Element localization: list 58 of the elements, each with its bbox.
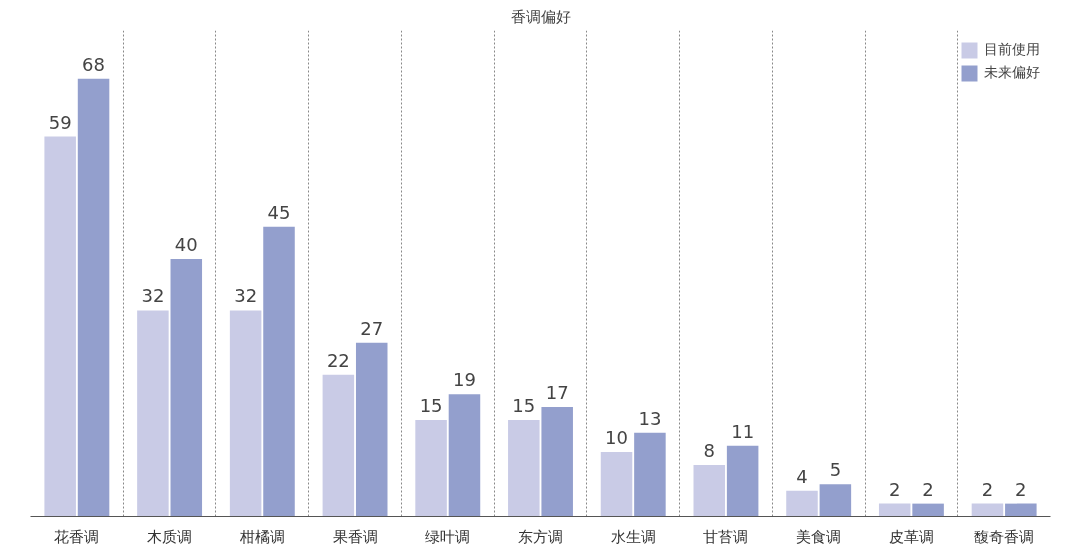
data-label: 17 xyxy=(545,382,569,404)
data-label: 27 xyxy=(360,317,384,339)
x-tick-label: 果香调 xyxy=(332,527,378,546)
data-label: 2 xyxy=(888,478,901,500)
legend-label: 目前使用 xyxy=(984,41,1040,59)
bar xyxy=(786,490,818,517)
data-label: 32 xyxy=(234,285,258,307)
data-label: 22 xyxy=(326,349,350,371)
data-label: 32 xyxy=(141,285,165,307)
bar xyxy=(634,432,666,517)
data-label: 59 xyxy=(48,111,72,133)
bar xyxy=(415,419,447,517)
bar xyxy=(77,78,110,517)
x-tick-label: 水生调 xyxy=(610,527,656,546)
bar xyxy=(819,484,852,517)
bar xyxy=(912,503,944,517)
data-label: 10 xyxy=(605,427,628,449)
x-tick-label: 木质调 xyxy=(147,527,193,546)
x-tick-label: 绿叶调 xyxy=(425,527,471,546)
data-label: 2 xyxy=(922,478,934,500)
bar xyxy=(263,226,295,517)
data-label: 15 xyxy=(419,394,443,416)
bar xyxy=(1005,503,1037,517)
data-label: 8 xyxy=(703,439,715,461)
data-label: 2 xyxy=(981,478,994,500)
chart-title: 香调偏好 xyxy=(510,7,571,26)
bar xyxy=(878,503,911,517)
x-tick-label: 花香调 xyxy=(54,527,100,546)
data-label: 68 xyxy=(82,53,106,75)
data-label: 15 xyxy=(512,394,536,416)
data-label: 2 xyxy=(1015,478,1027,500)
x-tick-label: 美食调 xyxy=(796,527,842,546)
bar xyxy=(448,394,481,517)
bar xyxy=(170,258,203,517)
x-tick-label: 馥奇香调 xyxy=(974,527,1035,546)
bar xyxy=(726,445,759,517)
data-label: 13 xyxy=(638,407,662,429)
x-tick-label: 柑橘调 xyxy=(238,527,285,546)
bar xyxy=(971,503,1004,517)
x-tick-label: 皮革调 xyxy=(888,527,934,546)
data-label: 4 xyxy=(796,465,808,487)
bar xyxy=(229,310,262,517)
data-label: 40 xyxy=(174,233,198,255)
data-label: 45 xyxy=(267,201,291,223)
x-tick-label: 东方调 xyxy=(518,527,563,546)
x-tick-label: 甘苔调 xyxy=(703,527,749,546)
bar xyxy=(541,407,573,517)
data-label: 5 xyxy=(829,459,842,481)
bar xyxy=(322,374,355,517)
bar xyxy=(600,452,633,517)
bar xyxy=(355,342,388,517)
legend-label: 未来偏好 xyxy=(984,64,1040,82)
bar xyxy=(44,136,76,517)
data-label: 19 xyxy=(453,369,476,391)
bar xyxy=(508,419,540,517)
data-label: 11 xyxy=(731,420,755,442)
bar xyxy=(693,464,726,517)
bar xyxy=(137,310,169,517)
